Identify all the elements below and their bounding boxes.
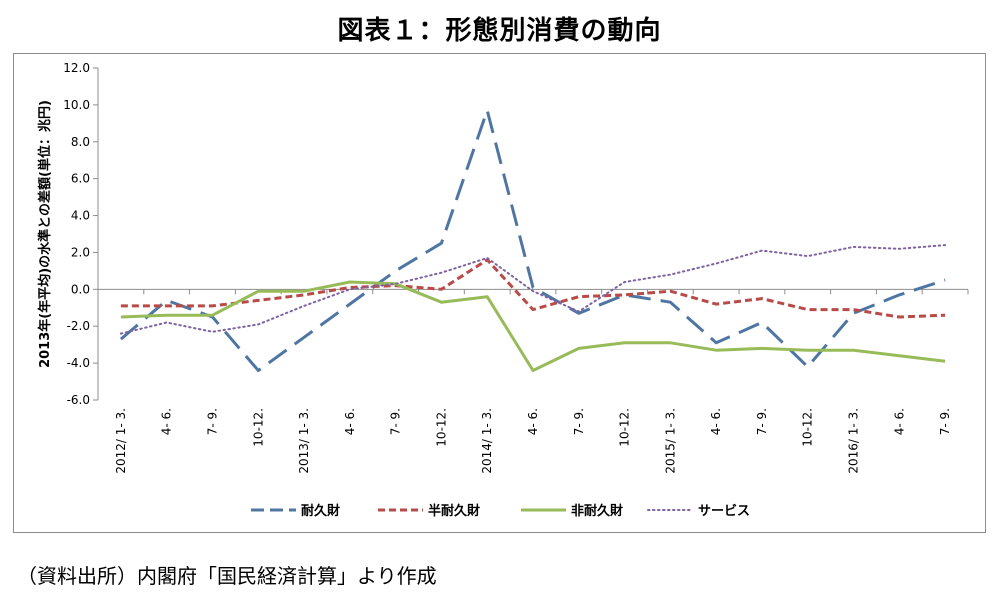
y-tick-label: -2.0: [67, 319, 90, 333]
x-tick-label: 10-12.: [801, 408, 815, 447]
y-axis-label: 2013年(年平均)の水準との差額(単位：兆円): [37, 100, 53, 368]
series-lines: [119, 108, 947, 372]
y-tick-label: 12.0: [63, 61, 90, 75]
x-tick-label: 7- 9.: [938, 408, 952, 435]
legend-label-3: サービス: [698, 503, 750, 519]
x-tick-labels: 2012/ 1- 3. 4- 6. 7- 9. 10-12. 2013/ 1- 3. 4-…: [114, 408, 952, 474]
y-tick-label: -4.0: [67, 356, 90, 370]
series-line-0: [119, 108, 946, 372]
chart-frame: [13, 53, 986, 533]
x-tick-label: 7- 9.: [389, 408, 403, 435]
legend-label-0: 耐久財: [301, 503, 340, 519]
legend-label-2: 非耐久財: [571, 503, 623, 519]
x-tick-label: 10-12.: [251, 408, 265, 447]
legend-label-1: 半耐久財: [428, 503, 480, 519]
x-tick-label: 10-12.: [434, 408, 448, 447]
x-tick-label: 4- 6.: [709, 408, 723, 435]
x-tick-label: 4- 6.: [160, 408, 174, 435]
chart-title: 図表１：形態別消費の動向: [337, 16, 662, 46]
x-tick-label: 4- 6.: [526, 408, 540, 435]
x-tick-label: 10-12.: [618, 408, 632, 447]
x-tick-label: 2015/ 1- 3.: [663, 408, 677, 474]
x-tick-label: 4- 6.: [892, 408, 906, 435]
legend: 耐久財 半耐久財 非耐久財 サービス: [251, 503, 750, 519]
source-note: （資料出所）内閣府「国民経済計算」より作成: [17, 564, 437, 588]
y-tick-label: 4.0: [71, 209, 90, 223]
x-tick-label: 4- 6.: [343, 408, 357, 435]
x-tick-label: 7- 9.: [572, 408, 586, 435]
x-tick-label: 2016/ 1- 3.: [847, 408, 861, 474]
y-tick-label: -6.0: [67, 393, 90, 407]
y-tick-label: 8.0: [71, 135, 90, 149]
series-line-1: [120, 258, 946, 319]
y-tick-label: 0.0: [71, 282, 90, 296]
x-tick-label: 2013/ 1- 3.: [297, 408, 311, 474]
y-tick-label: 10.0: [63, 98, 90, 112]
y-tick-label: 2.0: [71, 245, 90, 259]
axes: [93, 67, 969, 401]
y-tick-label: 6.0: [71, 172, 90, 186]
x-tick-label: 2012/ 1- 3.: [114, 408, 128, 474]
x-tick-label: 2014/ 1- 3.: [480, 408, 494, 474]
x-tick-label: 7- 9.: [755, 408, 769, 435]
x-tick-label: 7- 9.: [205, 408, 219, 435]
y-tick-labels: 12.0 10.0 8.0 6.0 4.0 2.0 0.0 -2.0 -4.0 -6.0: [63, 61, 90, 407]
